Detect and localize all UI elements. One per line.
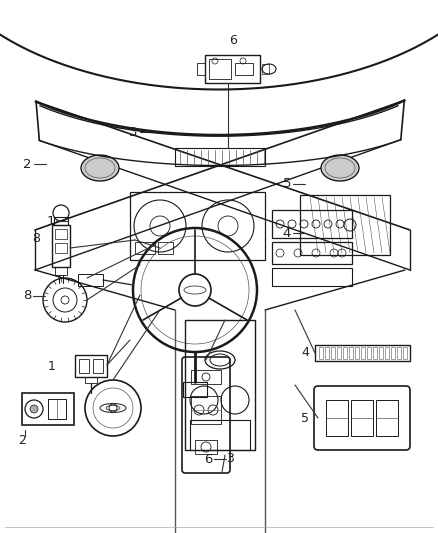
Bar [319, 347, 323, 359]
Bar [55, 243, 67, 253]
Bar [185, 320, 255, 450]
Bar [195, 440, 217, 454]
Bar [300, 195, 390, 255]
Bar [385, 347, 389, 359]
Bar [197, 63, 205, 75]
Circle shape [30, 405, 38, 413]
Bar [191, 370, 221, 384]
Bar [79, 359, 89, 373]
Bar [75, 355, 107, 377]
Bar [355, 347, 359, 359]
Bar [190, 420, 250, 450]
Bar [158, 242, 173, 254]
Text: 1: 1 [48, 359, 56, 373]
Bar [48, 399, 66, 419]
Bar [315, 345, 410, 361]
Bar [351, 400, 373, 436]
Bar [331, 347, 335, 359]
Bar [191, 396, 221, 424]
Bar [337, 347, 341, 359]
Text: 5: 5 [283, 177, 291, 190]
Bar [379, 347, 383, 359]
Bar [22, 393, 74, 425]
Bar [93, 359, 103, 373]
Bar [272, 242, 352, 264]
Bar [397, 347, 401, 359]
Text: 3: 3 [226, 451, 234, 464]
Text: 4: 4 [301, 346, 309, 359]
Bar [78, 274, 103, 286]
Bar [209, 59, 231, 79]
Bar [325, 347, 329, 359]
Text: 1: 1 [46, 215, 55, 228]
Bar [349, 347, 353, 359]
Ellipse shape [81, 155, 119, 181]
Bar [343, 347, 347, 359]
Text: 4: 4 [283, 227, 291, 240]
Text: 3: 3 [129, 126, 138, 139]
Bar [85, 377, 97, 383]
Bar [367, 347, 371, 359]
Bar [52, 225, 70, 267]
Text: 2: 2 [18, 433, 26, 447]
Bar [262, 64, 269, 74]
Bar [55, 229, 67, 239]
Bar [183, 382, 207, 397]
Bar [391, 347, 395, 359]
Bar [403, 347, 407, 359]
Bar [272, 268, 352, 286]
Bar [135, 242, 155, 254]
Text: 2: 2 [23, 158, 32, 171]
Ellipse shape [321, 155, 359, 181]
Bar [175, 148, 265, 166]
Bar [235, 63, 253, 75]
Text: 6: 6 [229, 34, 237, 46]
Bar [361, 347, 365, 359]
Bar [272, 210, 352, 238]
Bar [326, 400, 348, 436]
Bar [376, 400, 398, 436]
Text: 8: 8 [32, 231, 40, 245]
Text: 8: 8 [23, 289, 32, 302]
Text: 6: 6 [204, 453, 212, 466]
Bar [55, 267, 67, 275]
Bar [130, 192, 265, 260]
Bar [54, 217, 68, 225]
Text: 5: 5 [301, 411, 309, 424]
Bar [373, 347, 377, 359]
Bar [205, 55, 260, 83]
